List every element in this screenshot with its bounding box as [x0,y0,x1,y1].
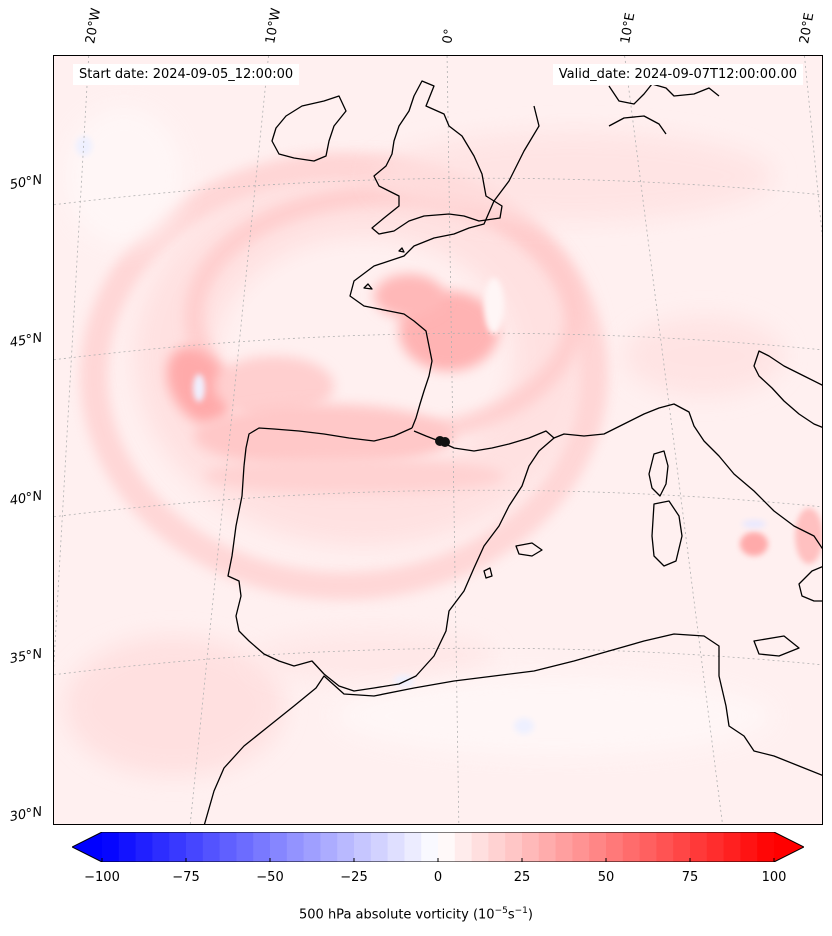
coastlines [203,80,822,824]
colorbar-cell [135,832,153,862]
coast-great-britain [371,80,503,235]
vorticity-field [54,56,822,824]
colorbar-tick-label: −50 [256,870,284,885]
colorbar-cell [656,832,674,862]
colorbar-label: 500 hPa absolute vorticity (10−5s−1) [299,906,533,923]
colorbar-cell [639,832,657,862]
colorbar-extend-high [774,832,804,862]
colorbar-cell [757,832,775,862]
coast-ireland [271,95,347,162]
lon-label-10e: 10°E [618,11,639,45]
colorbar-tick-label: 0 [433,870,443,885]
colorbar-cell [572,832,590,862]
lat-label-45n: 45°N [8,330,44,351]
colorbar [72,832,804,862]
colorbar-cell [471,832,489,862]
colorbar-cell [270,832,288,862]
lat-label-50n: 50°N [8,172,44,193]
colorbar-cell [522,832,540,862]
coast-denmark [608,83,720,105]
coast-adriatic [753,350,822,428]
map-panel [53,55,823,825]
coast-ibiza [483,567,493,579]
colorbar-cell [253,832,271,862]
colorbar-cell [438,832,456,862]
valid-date-label: Valid_date: 2024-09-07T12:00:00.00 [552,64,803,85]
coast-corsica [648,450,669,497]
lon-label-20w: 20°W [83,7,105,46]
colorbar-cell [354,832,372,862]
colorbar-tick-label: 25 [513,870,531,885]
coast-mallorca [515,542,543,557]
graticule [54,56,822,824]
colorbar-cell [538,832,557,862]
colorbar-tick-label: −75 [172,870,200,885]
colorbar-cell [236,832,254,862]
lon-label-10w: 10°W [263,7,285,46]
colorbar-cell [404,832,422,862]
vorticity-max-brittany [194,404,504,494]
colorbar-cell [606,832,624,862]
lon-label-0: 0° [440,27,458,45]
colorbar-cell [169,832,187,862]
coast-france-north [349,105,540,429]
colorbar-tick-label: 75 [681,870,699,885]
colorbar-cell [186,832,204,862]
coast-baltic [608,115,667,135]
lat-label-35n: 35°N [8,646,44,667]
colorbar-extend-low [72,832,102,862]
colorbar-cell [706,832,725,862]
colorbar-cell [118,832,137,862]
vorticity-max-west-atlantic [166,347,334,425]
colorbar-tick-label: 100 [761,870,787,885]
coast-iberia [227,430,555,692]
lon-label-20e: 20°E [797,11,818,45]
colorbar-cell [723,832,741,862]
coast-biscay-spain-north [243,427,413,467]
colorbar-cell [505,832,523,862]
colorbar-cell [421,832,439,862]
colorbar-cells [72,832,804,862]
station-marker [435,436,450,447]
colorbar-cell [219,832,237,862]
coast-north-africa [203,633,822,824]
colorbar-cell [488,832,506,862]
colorbar-cell [690,832,708,862]
colorbar-cell [102,832,120,862]
colorbar-cell [740,832,758,862]
vorticity-max-bay-of-biscay [374,274,504,371]
colorbar-cell [286,832,305,862]
vorticity-map [54,56,822,824]
vorticity-max-italy [740,508,822,564]
colorbar-cell [622,832,641,862]
colorbar-cell [387,832,405,862]
coast-med-north [553,403,822,550]
lat-label-40n: 40°N [8,488,44,509]
colorbar-tick-label: 50 [597,870,615,885]
start-date-label: Start date: 2024-09-05_12:00:00 [73,64,300,85]
coast-italy-south [798,566,822,602]
coast-sicily [753,635,800,657]
colorbar-tick-label: −100 [84,870,120,885]
colorbar-tick-marks [101,858,775,862]
coast-sardinia [651,500,683,567]
colorbar-tick-label: −25 [340,870,368,885]
colorbar-cell [555,832,573,862]
colorbar-cell [152,832,170,862]
colorbar-cell [673,832,691,862]
colorbar-cell [320,832,338,862]
colorbar-cell [454,832,473,862]
colorbar-cell [303,832,321,862]
colorbar-cell [202,832,221,862]
colorbar-cell [370,832,389,862]
lat-label-30n: 30°N [8,804,44,825]
colorbar-cell [337,832,355,862]
colorbar-cell [589,832,607,862]
